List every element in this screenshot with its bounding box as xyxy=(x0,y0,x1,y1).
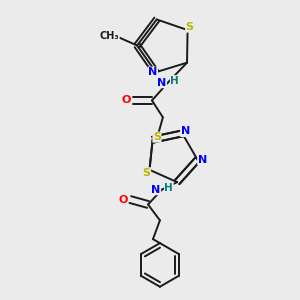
Text: H: H xyxy=(164,183,173,193)
Text: N: N xyxy=(151,184,160,195)
Text: S: S xyxy=(142,168,151,178)
Text: O: O xyxy=(122,95,131,106)
Text: N: N xyxy=(157,78,167,88)
Text: H: H xyxy=(170,76,179,85)
Text: N: N xyxy=(198,154,207,165)
Text: N: N xyxy=(181,126,190,136)
Text: O: O xyxy=(118,194,128,205)
Text: N: N xyxy=(148,67,158,77)
Text: S: S xyxy=(186,22,194,32)
Text: S: S xyxy=(153,132,161,142)
Text: CH₃: CH₃ xyxy=(100,31,119,40)
